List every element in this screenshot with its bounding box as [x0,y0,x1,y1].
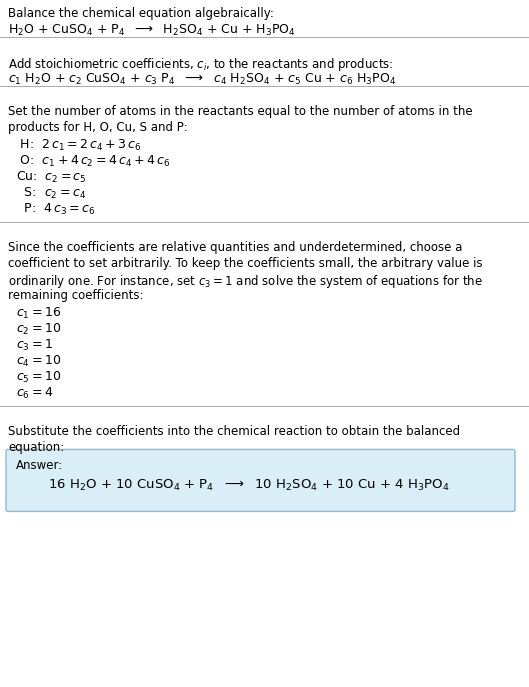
Text: 16 H$_2$O + 10 CuSO$_4$ + P$_4$  $\longrightarrow$  10 H$_2$SO$_4$ + 10 Cu + 4 H: 16 H$_2$O + 10 CuSO$_4$ + P$_4$ $\longri… [48,478,450,493]
Text: Answer:: Answer: [16,460,63,473]
Text: equation:: equation: [8,440,64,453]
Text: Cu:  $c_2 = c_5$: Cu: $c_2 = c_5$ [16,170,87,185]
Text: $c_1 = 16$: $c_1 = 16$ [16,306,61,322]
Text: Add stoichiometric coefficients, $c_i$, to the reactants and products:: Add stoichiometric coefficients, $c_i$, … [8,56,394,73]
Text: H:  $2\,c_1 = 2\,c_4 + 3\,c_6$: H: $2\,c_1 = 2\,c_4 + 3\,c_6$ [16,138,142,153]
Text: $c_1$ H$_2$O + $c_2$ CuSO$_4$ + $c_3$ P$_4$  $\longrightarrow$  $c_4$ H$_2$SO$_4: $c_1$ H$_2$O + $c_2$ CuSO$_4$ + $c_3$ P$… [8,72,396,87]
Text: $c_2 = 10$: $c_2 = 10$ [16,322,61,337]
Text: $c_4 = 10$: $c_4 = 10$ [16,354,61,370]
Text: H$_2$O + CuSO$_4$ + P$_4$  $\longrightarrow$  H$_2$SO$_4$ + Cu + H$_3$PO$_4$: H$_2$O + CuSO$_4$ + P$_4$ $\longrightarr… [8,23,296,38]
Text: products for H, O, Cu, S and P:: products for H, O, Cu, S and P: [8,121,188,133]
Text: Set the number of atoms in the reactants equal to the number of atoms in the: Set the number of atoms in the reactants… [8,104,472,117]
Text: remaining coefficients:: remaining coefficients: [8,289,143,302]
Text: $c_5 = 10$: $c_5 = 10$ [16,370,61,385]
FancyBboxPatch shape [6,449,515,511]
Text: O:  $c_1 + 4\,c_2 = 4\,c_4 + 4\,c_6$: O: $c_1 + 4\,c_2 = 4\,c_4 + 4\,c_6$ [16,154,170,169]
Text: Substitute the coefficients into the chemical reaction to obtain the balanced: Substitute the coefficients into the che… [8,425,460,438]
Text: S:  $c_2 = c_4$: S: $c_2 = c_4$ [16,186,86,201]
Text: ordinarily one. For instance, set $c_3 = 1$ and solve the system of equations fo: ordinarily one. For instance, set $c_3 =… [8,273,483,290]
Text: P:  $4\,c_3 = c_6$: P: $4\,c_3 = c_6$ [16,202,96,217]
Text: Balance the chemical equation algebraically:: Balance the chemical equation algebraica… [8,7,274,20]
Text: $c_6 = 4$: $c_6 = 4$ [16,386,53,401]
Text: $c_3 = 1$: $c_3 = 1$ [16,338,53,353]
Text: Since the coefficients are relative quantities and underdetermined, choose a: Since the coefficients are relative quan… [8,240,462,254]
Text: coefficient to set arbitrarily. To keep the coefficients small, the arbitrary va: coefficient to set arbitrarily. To keep … [8,257,482,269]
